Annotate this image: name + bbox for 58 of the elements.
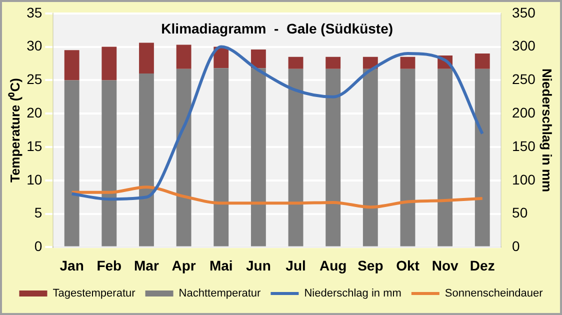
- y2-axis-title: Niederschlag in mm: [540, 68, 555, 192]
- y-tick-label: 10: [26, 171, 42, 188]
- y-tick-label: 35: [26, 4, 42, 20]
- x-tick-label: Jul: [286, 257, 306, 274]
- x-tick-label: Jun: [246, 257, 271, 274]
- bar: [64, 80, 80, 246]
- bar: [250, 68, 266, 246]
- bar: [214, 68, 229, 246]
- bar: [326, 68, 341, 246]
- bar: [64, 50, 80, 80]
- bar: [288, 56, 304, 69]
- bar: [288, 68, 304, 246]
- y2-tick-label: 200: [512, 104, 536, 120]
- bar: [102, 46, 117, 80]
- y2-tick-label: 50: [512, 204, 528, 221]
- text: Klimadiagramm - Gale (Südküste): [161, 20, 394, 36]
- x-tick-label: Dez: [470, 257, 495, 274]
- x-tick-label: Apr: [172, 257, 196, 274]
- legend-label: Nachttemperatur: [178, 288, 262, 300]
- y-axis-title: Temperature (⁰C): [7, 78, 22, 183]
- bar: [438, 68, 453, 246]
- y2-tick-label: 150: [512, 138, 536, 154]
- x-tick-label: Mai: [209, 257, 233, 274]
- bar: [362, 68, 378, 246]
- x-tick-label: Okt: [396, 257, 420, 274]
- y2-tick-label: 300: [512, 38, 536, 54]
- y2-tick-label: 250: [512, 71, 536, 88]
- y2-tick-label: 0: [512, 238, 520, 254]
- bar: [139, 42, 154, 74]
- y2-tick-label: 100: [512, 171, 536, 188]
- bar: [102, 80, 117, 246]
- y-tick-label: 5: [34, 204, 42, 221]
- line-series: [70, 45, 484, 201]
- y-tick-label: 15: [26, 138, 42, 154]
- line-series: [70, 186, 484, 209]
- legend-label: Tagestemperatur: [52, 288, 136, 300]
- x-tick-label: Feb: [96, 257, 122, 274]
- y-tick-label: 30: [26, 38, 42, 54]
- bar: [250, 49, 266, 68]
- bar: [326, 56, 341, 69]
- bar: [139, 74, 154, 246]
- bar: [400, 56, 416, 69]
- y-tick-label: 25: [26, 71, 42, 88]
- bar: [400, 68, 416, 246]
- x-tick-label: Aug: [319, 257, 347, 274]
- x-tick-label: Sep: [358, 257, 384, 274]
- legend-label: Niederschlag in mm: [304, 288, 402, 300]
- y-tick-label: 20: [26, 104, 42, 120]
- bar: [176, 44, 192, 69]
- bar: [474, 53, 490, 69]
- x-tick-label: Nov: [432, 257, 458, 274]
- bar: [474, 68, 490, 246]
- x-tick-label: Jan: [60, 257, 84, 274]
- bar: [176, 68, 192, 246]
- x-tick-label: Mar: [134, 257, 160, 274]
- y-tick-label: 0: [34, 238, 42, 254]
- y2-tick-label: 350: [512, 4, 536, 20]
- legend-label: Sonnenscheindauer: [444, 288, 544, 300]
